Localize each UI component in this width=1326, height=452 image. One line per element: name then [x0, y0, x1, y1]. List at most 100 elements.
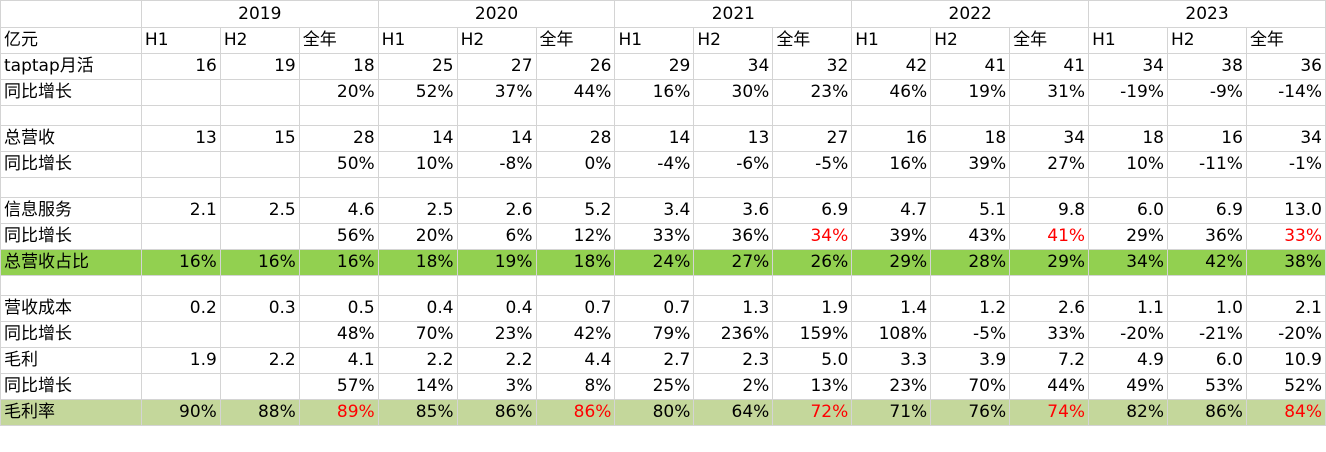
value-cell[interactable]: 14: [614, 125, 695, 152]
value-cell[interactable]: [1088, 275, 1168, 296]
value-cell[interactable]: 0.5: [298, 295, 379, 322]
value-cell[interactable]: [535, 105, 616, 126]
value-cell[interactable]: 0.4: [377, 295, 458, 322]
value-cell[interactable]: 1.9: [772, 295, 853, 322]
value-cell[interactable]: 34: [1009, 125, 1090, 152]
period-header-cell[interactable]: H2: [456, 27, 537, 54]
period-header-cell[interactable]: H1: [851, 27, 932, 54]
value-cell[interactable]: 4.9: [1088, 347, 1168, 374]
value-cell[interactable]: [930, 275, 1011, 296]
value-cell[interactable]: -5%: [772, 151, 853, 178]
value-cell[interactable]: 38: [1167, 53, 1247, 80]
value-cell[interactable]: 9.8: [1009, 197, 1090, 224]
value-cell[interactable]: [772, 177, 853, 198]
value-cell[interactable]: 16: [140, 53, 221, 80]
row-label-cell[interactable]: 同比增长: [0, 373, 142, 400]
period-header-cell[interactable]: H1: [140, 27, 221, 54]
value-cell[interactable]: 27: [456, 53, 537, 80]
value-cell[interactable]: 36%: [693, 223, 774, 250]
value-cell[interactable]: 19: [219, 53, 300, 80]
value-cell[interactable]: -1%: [1245, 151, 1326, 178]
value-cell[interactable]: 4.7: [851, 197, 932, 224]
value-cell[interactable]: 27%: [693, 249, 774, 276]
value-cell[interactable]: 2.7: [614, 347, 695, 374]
value-cell[interactable]: 86%: [535, 399, 616, 426]
value-cell[interactable]: -20%: [1245, 321, 1326, 348]
value-cell[interactable]: 34: [693, 53, 774, 80]
year-header-cell[interactable]: 2019: [140, 0, 379, 28]
value-cell[interactable]: 2.2: [456, 347, 537, 374]
period-header-cell[interactable]: H1: [377, 27, 458, 54]
value-cell[interactable]: [851, 275, 932, 296]
value-cell[interactable]: -20%: [1088, 321, 1168, 348]
value-cell[interactable]: [140, 321, 221, 348]
value-cell[interactable]: [298, 275, 379, 296]
value-cell[interactable]: 16: [1167, 125, 1247, 152]
value-cell[interactable]: [377, 105, 458, 126]
value-cell[interactable]: [219, 151, 300, 178]
value-cell[interactable]: 46%: [851, 79, 932, 106]
value-cell[interactable]: [1088, 177, 1168, 198]
value-cell[interactable]: 42%: [535, 321, 616, 348]
value-cell[interactable]: [1167, 105, 1247, 126]
value-cell[interactable]: 41: [930, 53, 1011, 80]
row-label-cell[interactable]: 同比增长: [0, 79, 142, 106]
value-cell[interactable]: 2.3: [693, 347, 774, 374]
value-cell[interactable]: -6%: [693, 151, 774, 178]
value-cell[interactable]: 14: [456, 125, 537, 152]
value-cell[interactable]: 14: [377, 125, 458, 152]
value-cell[interactable]: 10.9: [1245, 347, 1326, 374]
value-cell[interactable]: [377, 177, 458, 198]
value-cell[interactable]: 74%: [1009, 399, 1090, 426]
value-cell[interactable]: 159%: [772, 321, 853, 348]
value-cell[interactable]: 27%: [1009, 151, 1090, 178]
value-cell[interactable]: 2.5: [377, 197, 458, 224]
value-cell[interactable]: 57%: [298, 373, 379, 400]
value-cell[interactable]: [1167, 275, 1247, 296]
value-cell[interactable]: 18%: [535, 249, 616, 276]
value-cell[interactable]: 5.1: [930, 197, 1011, 224]
value-cell[interactable]: [614, 177, 695, 198]
value-cell[interactable]: [219, 79, 300, 106]
value-cell[interactable]: 23%: [456, 321, 537, 348]
year-header-cell[interactable]: 2021: [614, 0, 853, 28]
value-cell[interactable]: [1009, 177, 1090, 198]
value-cell[interactable]: 42%: [1167, 249, 1247, 276]
value-cell[interactable]: 13: [693, 125, 774, 152]
value-cell[interactable]: 25: [377, 53, 458, 80]
value-cell[interactable]: [219, 105, 300, 126]
corner-cell[interactable]: [0, 0, 142, 28]
year-header-cell[interactable]: 2023: [1088, 0, 1326, 28]
value-cell[interactable]: 88%: [219, 399, 300, 426]
value-cell[interactable]: 4.4: [535, 347, 616, 374]
value-cell[interactable]: 90%: [140, 399, 221, 426]
value-cell[interactable]: -19%: [1088, 79, 1168, 106]
value-cell[interactable]: [456, 275, 537, 296]
value-cell[interactable]: -9%: [1167, 79, 1247, 106]
value-cell[interactable]: 4.1: [298, 347, 379, 374]
value-cell[interactable]: 15: [219, 125, 300, 152]
value-cell[interactable]: 24%: [614, 249, 695, 276]
value-cell[interactable]: [219, 275, 300, 296]
value-cell[interactable]: 23%: [851, 373, 932, 400]
value-cell[interactable]: 6%: [456, 223, 537, 250]
value-cell[interactable]: [140, 151, 221, 178]
value-cell[interactable]: 2.5: [219, 197, 300, 224]
value-cell[interactable]: 52%: [377, 79, 458, 106]
value-cell[interactable]: 0.2: [140, 295, 221, 322]
period-header-cell[interactable]: 全年: [298, 27, 379, 54]
value-cell[interactable]: 33%: [1009, 321, 1090, 348]
value-cell[interactable]: 6.0: [1167, 347, 1247, 374]
value-cell[interactable]: [772, 105, 853, 126]
row-label-cell[interactable]: [0, 275, 142, 296]
value-cell[interactable]: 3.9: [930, 347, 1011, 374]
value-cell[interactable]: 16: [851, 125, 932, 152]
value-cell[interactable]: 44%: [1009, 373, 1090, 400]
value-cell[interactable]: 0.7: [614, 295, 695, 322]
value-cell[interactable]: [377, 275, 458, 296]
row-label-cell[interactable]: 总营收: [0, 125, 142, 152]
value-cell[interactable]: [140, 373, 221, 400]
value-cell[interactable]: 10%: [377, 151, 458, 178]
value-cell[interactable]: 86%: [1167, 399, 1247, 426]
value-cell[interactable]: 16%: [140, 249, 221, 276]
